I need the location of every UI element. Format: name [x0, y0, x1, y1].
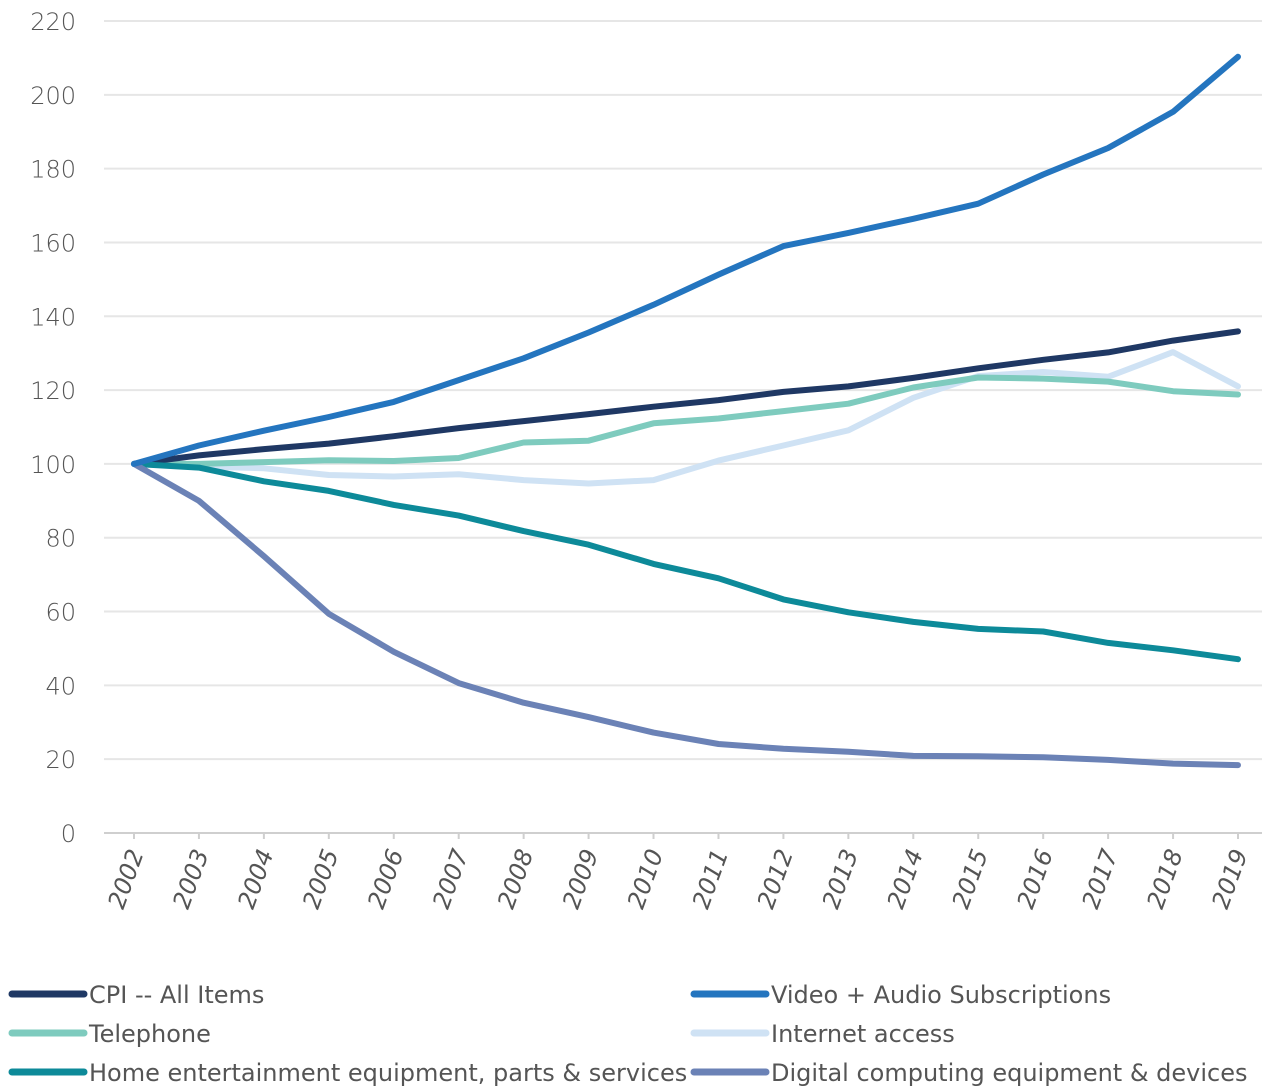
y-axis-ticks: 0 20 40 60 80 100 120 140 160 180 200 220 — [30, 8, 76, 848]
legend-label: Telephone — [88, 1020, 211, 1048]
series-line-3 — [131, 349, 1241, 487]
legend-item: CPI -- All Items — [8, 981, 264, 1009]
x-tick-label: 2010 — [622, 845, 669, 912]
legend-label: CPI -- All Items — [89, 981, 264, 1009]
x-tick-label: 2018 — [1141, 845, 1188, 912]
series-line-4 — [131, 460, 1241, 663]
x-tick-label: 2016 — [1012, 845, 1059, 912]
x-tick-label: 2013 — [817, 845, 864, 912]
y-tick-label: 220 — [30, 8, 76, 36]
x-tick-label: 2015 — [947, 845, 994, 912]
y-tick-label: 20 — [45, 746, 76, 774]
legend-item: Digital computing equipment & devices — [690, 1059, 1248, 1086]
gridlines — [104, 20, 1262, 761]
x-tick-label: 2005 — [297, 845, 344, 912]
x-tick-label: 2008 — [492, 845, 539, 912]
y-tick-label: 60 — [45, 599, 76, 627]
y-tick-label: 80 — [45, 525, 76, 553]
y-tick-label: 100 — [30, 451, 76, 479]
legend-item: Telephone — [8, 1020, 211, 1048]
x-tick-label: 2002 — [102, 845, 149, 912]
x-tick-label: 2014 — [882, 845, 929, 912]
x-tick-label: 2007 — [427, 845, 474, 913]
x-tick-label: 2017 — [1077, 845, 1124, 913]
legend-label: Video + Audio Subscriptions — [771, 981, 1111, 1009]
series-line-2 — [131, 374, 1241, 467]
legend: CPI -- All Items Video + Audio Subscripti… — [8, 981, 1248, 1086]
x-tick-label: 2012 — [752, 845, 799, 912]
y-tick-label: 180 — [30, 156, 76, 184]
legend-label: Digital computing equipment & devices — [771, 1059, 1248, 1086]
x-tick-label: 2004 — [232, 845, 279, 912]
x-tick-label: 2003 — [167, 845, 214, 912]
y-tick-label: 40 — [45, 672, 76, 700]
x-tick-label: 2006 — [362, 845, 409, 912]
series-lines — [131, 53, 1241, 769]
x-axis-ticks: 2002 2003 2004 2005 2006 2007 2008 2009 2010 2011… — [102, 833, 1254, 913]
y-tick-label: 0 — [61, 820, 76, 848]
y-tick-label: 120 — [30, 377, 76, 405]
x-tick-label: 2019 — [1206, 845, 1253, 912]
y-tick-label: 200 — [30, 82, 76, 110]
y-tick-label: 160 — [30, 229, 76, 257]
legend-item: Video + Audio Subscriptions — [690, 981, 1111, 1009]
series-line-1 — [131, 53, 1241, 467]
series-line-5 — [131, 460, 1241, 769]
legend-item: Home entertainment equipment, parts & se… — [8, 1059, 687, 1086]
x-tick-label: 2009 — [557, 845, 604, 912]
series-line-0 — [131, 328, 1241, 467]
legend-label: Home entertainment equipment, parts & se… — [89, 1059, 687, 1086]
legend-item: Internet access — [690, 1020, 955, 1048]
x-tick-label: 2011 — [687, 845, 734, 912]
legend-label: Internet access — [771, 1020, 955, 1048]
y-tick-label: 140 — [30, 303, 76, 331]
